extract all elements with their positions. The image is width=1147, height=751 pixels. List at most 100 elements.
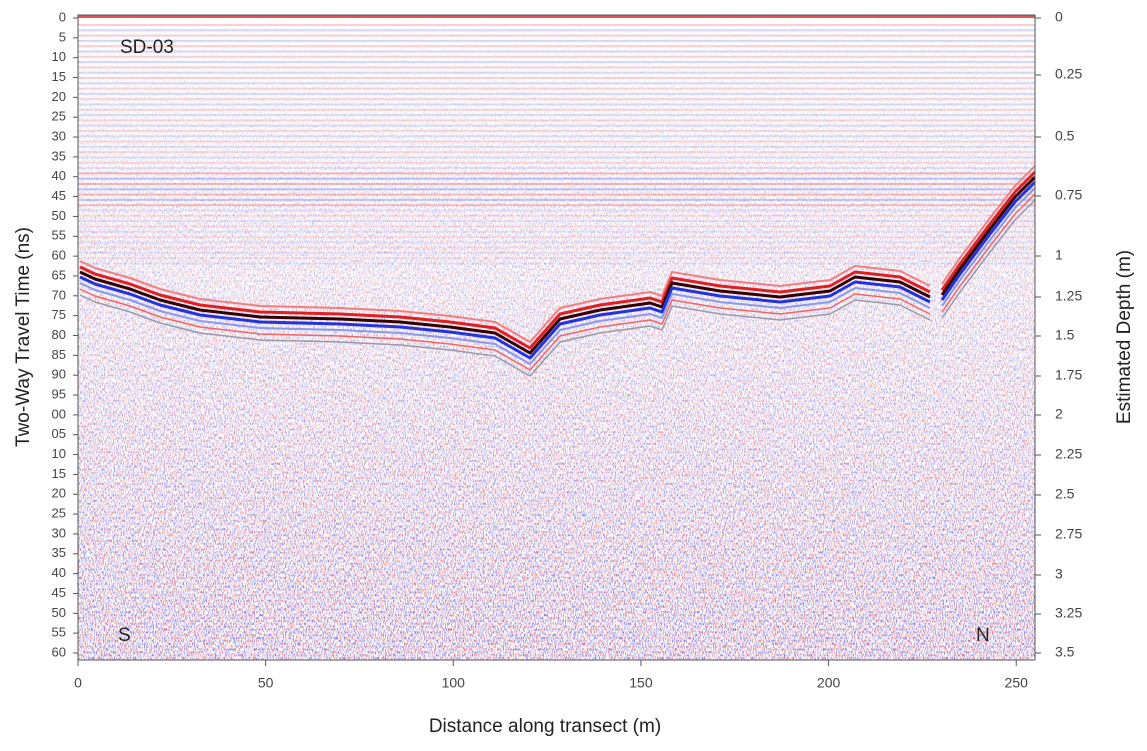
y2-tick-label: 2 <box>1055 406 1063 422</box>
x-tick-label: 100 <box>442 675 466 691</box>
band <box>78 71 1035 74</box>
y2-tick-label: 1.5 <box>1055 327 1075 343</box>
reflector-line <box>941 165 1035 285</box>
y-tick-label: 0 <box>59 9 66 24</box>
y2-tick-label: 0 <box>1055 9 1063 25</box>
band <box>78 55 1035 58</box>
x-tick-label: 150 <box>629 675 653 691</box>
y-tick-label: 60 <box>52 248 66 263</box>
y-tick-label: 65 <box>52 267 66 282</box>
y2-tick-label: 1.25 <box>1055 288 1082 304</box>
band <box>78 167 1035 170</box>
x-tick-label: 50 <box>258 675 274 691</box>
band <box>78 24 1035 26</box>
direction-label: S <box>118 625 131 646</box>
radargram-image <box>78 15 1035 660</box>
band <box>78 119 1035 122</box>
y-tick-label: 15 <box>52 466 66 481</box>
y-tick-label: 50 <box>52 208 66 223</box>
band <box>78 183 1035 185</box>
y-tick-label: 15 <box>52 69 66 84</box>
y-tick-label: 50 <box>52 605 66 620</box>
y-tick-label: 40 <box>52 168 66 183</box>
reflector-line <box>79 270 931 355</box>
band <box>78 172 1035 175</box>
y-axis-label: Two-Way Travel Time (ns) <box>13 227 34 447</box>
reflector-line <box>940 175 1035 296</box>
y2-tick-label: 2.25 <box>1055 446 1082 462</box>
band <box>78 225 1035 228</box>
reflector-line <box>941 187 1035 307</box>
y2-tick-label: 0.25 <box>1055 66 1082 82</box>
band <box>78 251 1035 254</box>
reflector-line <box>940 180 1035 301</box>
reflector-line <box>79 260 931 343</box>
band <box>78 177 1035 180</box>
band <box>78 98 1035 101</box>
x-axis-label: Distance along transect (m) <box>429 716 661 737</box>
y-tick-label: 60 <box>52 644 66 659</box>
y-tick-label: 05 <box>52 426 66 441</box>
band <box>78 77 1035 79</box>
y-tick-label: 70 <box>52 287 66 302</box>
y2-tick-label: 2.5 <box>1055 486 1075 502</box>
y2-tick-label: 3.5 <box>1055 644 1075 660</box>
y-tick-label: 20 <box>52 89 66 104</box>
band <box>78 241 1035 244</box>
band <box>78 188 1035 191</box>
reflector-line <box>941 199 1035 319</box>
reflector-line <box>79 288 931 371</box>
y-tick-label: 30 <box>52 129 66 144</box>
band <box>78 209 1035 212</box>
y-tick-label: 5 <box>59 29 66 44</box>
band <box>78 39 1035 42</box>
y2-tick-label: 1.75 <box>1055 367 1082 383</box>
y2-tick-label: 3 <box>1055 566 1063 582</box>
y-tick-label: 20 <box>52 486 66 501</box>
profile-label: SD-03 <box>120 37 174 58</box>
band <box>78 135 1035 138</box>
y2-tick-label: 2.75 <box>1055 526 1082 542</box>
band <box>78 61 1035 64</box>
y-tick-label: 10 <box>52 49 66 64</box>
band <box>78 50 1035 53</box>
reflector-line <box>79 275 931 360</box>
band <box>78 130 1035 132</box>
reflector-line <box>79 282 931 365</box>
band <box>78 214 1035 217</box>
y-tick-label: 90 <box>52 367 66 382</box>
band <box>78 156 1035 159</box>
band <box>78 161 1035 164</box>
band <box>78 257 1035 260</box>
band <box>78 262 1035 265</box>
band <box>78 220 1035 223</box>
reflector-line <box>941 193 1035 313</box>
band <box>78 204 1035 207</box>
plot-frame <box>77 14 1036 661</box>
y-tick-label: 55 <box>52 625 66 640</box>
y-tick-label: 35 <box>52 545 66 560</box>
band <box>78 230 1035 233</box>
y-tick-label: 55 <box>52 228 66 243</box>
y-tick-label: 80 <box>52 327 66 342</box>
y-tick-label: 45 <box>52 585 66 600</box>
reflector-line <box>940 170 1035 291</box>
band <box>78 246 1035 249</box>
band <box>78 236 1035 238</box>
y2-axis-label: Estimated Depth (m) <box>1114 250 1135 424</box>
y-tick-label: 45 <box>52 188 66 203</box>
y-tick-label: 35 <box>52 148 66 163</box>
band <box>78 114 1035 117</box>
y2-tick-label: 0.5 <box>1055 128 1075 144</box>
y-tick-label: 40 <box>52 565 66 580</box>
y-tick-label: 10 <box>52 446 66 461</box>
reflector <box>79 165 1035 377</box>
band <box>78 66 1035 69</box>
direction-label: N <box>976 625 990 646</box>
band <box>78 82 1035 85</box>
band <box>78 103 1035 106</box>
band <box>78 140 1035 143</box>
band <box>78 45 1035 48</box>
y-tick-label: 25 <box>52 109 66 124</box>
band <box>78 87 1035 90</box>
